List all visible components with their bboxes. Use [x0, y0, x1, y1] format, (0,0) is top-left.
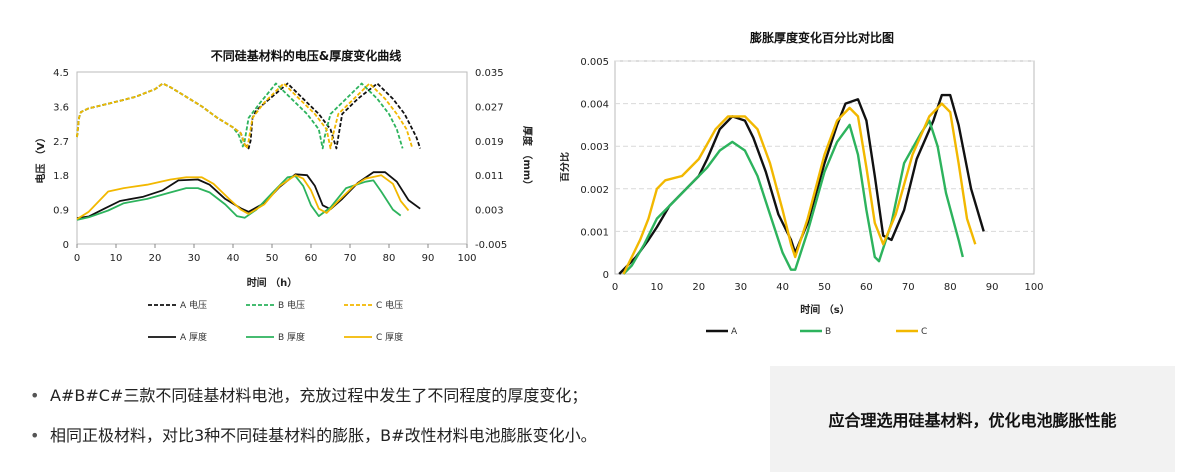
chart1-right-tick-label: -0.005	[475, 240, 507, 251]
chart1-legend-label: B 电压	[278, 299, 305, 311]
chart1-x-tick-label: 50	[266, 253, 279, 264]
chart1-series-line	[76, 82, 404, 150]
chart1-x-tick-label: 70	[344, 253, 357, 264]
voltage-thickness-chart: 不同硅基材料的电压&厚度变化曲线 0 10 20 30 40 50 60 70 80 90 100 …	[34, 48, 534, 343]
chart1-x-tick-label: 100	[457, 253, 476, 264]
chart1-legend-label: C 厚度	[376, 331, 403, 343]
chart1-left-tick-label: 3.6	[53, 102, 69, 113]
chart2-x-tick-label: 40	[776, 282, 789, 293]
chart1-x-tick-label: 40	[227, 253, 240, 264]
chart2-legend-label: A	[731, 327, 738, 337]
chart2-x-tick-label: 10	[651, 282, 664, 293]
chart1-x-tick-label: 20	[149, 253, 162, 264]
chart2-x-tick-label: 80	[944, 282, 957, 293]
chart2-x-tick-label: 90	[986, 282, 999, 293]
chart2-x-tick-label: 50	[818, 282, 831, 293]
chart2-y-tick-label: 0.004	[580, 100, 609, 111]
chart1-left-tick-label: 1.8	[53, 171, 69, 182]
chart1-x-tick-label: 30	[188, 253, 201, 264]
chart2-series-line	[622, 102, 977, 275]
chart1-right-tick-label: 0.003	[475, 206, 504, 217]
chart1-series-line	[76, 82, 414, 150]
chart1-x-axis-label: 时间 （h）	[247, 276, 298, 289]
chart1-x-tick-label: 0	[74, 253, 80, 264]
chart1-left-tick-label: 0.9	[53, 206, 69, 217]
chart1-series-line	[76, 175, 402, 221]
chart1-right-tick-label: 0.019	[475, 137, 504, 148]
chart1-title: 不同硅基材料的电压&厚度变化曲线	[211, 48, 401, 63]
chart2-title: 膨胀厚度变化百分比对比图	[749, 30, 894, 45]
chart2-y-tick-label: 0.002	[580, 185, 609, 196]
chart1-right-axis-label: 厚度 （mm）	[521, 126, 534, 190]
chart1-left-axis-label: 电压 （V）	[34, 132, 47, 183]
chart1-right-tick-label: 0.027	[475, 102, 504, 113]
chart1-series-line	[76, 174, 410, 220]
chart1-right-tick-label: 0.035	[475, 68, 504, 79]
chart2-x-tick-label: 70	[902, 282, 915, 293]
chart2-legend-label: B	[825, 327, 831, 337]
chart1-x-tick-label: 80	[383, 253, 396, 264]
chart2-y-axis-label: 百分比	[560, 152, 571, 182]
finding-item-1: A#B#C#三款不同硅基材料电池，充放过程中发生了不同程度的厚度变化；	[30, 385, 597, 407]
chart2-legend-label: C	[921, 327, 927, 337]
conclusion-text: 应合理选用硅基材料，优化电池膨胀性能	[828, 411, 1117, 430]
chart1-legend-label: A 厚度	[180, 331, 207, 343]
chart1-left-tick-label: 4.5	[53, 68, 69, 79]
chart1-left-tick-label: 0	[63, 240, 69, 251]
chart1-legend-label: C 电压	[376, 299, 403, 311]
chart1-x-tick-label: 10	[110, 253, 123, 264]
chart2-y-tick-label: 0.005	[580, 57, 609, 68]
chart1-right-tick-label: 0.011	[475, 171, 504, 182]
chart1-left-tick-label: 2.7	[53, 137, 69, 148]
chart2-legend: A B C	[706, 327, 927, 337]
chart2-x-tick-label: 30	[734, 282, 747, 293]
chart2-x-tick-label: 100	[1024, 282, 1043, 293]
chart2-y-tick-label: 0.003	[580, 142, 609, 153]
chart2-x-axis-label: 时间 （s）	[800, 303, 849, 316]
finding-item-2: 相同正极材料，对比3种不同硅基材料的膨胀，B#改性材料电池膨胀变化小。	[30, 425, 597, 447]
chart2-y-tick-label: 0.001	[580, 227, 609, 238]
chart1-series-line	[76, 171, 421, 220]
chart2-x-tick-label: 60	[860, 282, 873, 293]
chart2-x-tick-label: 20	[692, 282, 705, 293]
chart1-legend-label: A 电压	[180, 299, 207, 311]
chart1-x-tick-label: 60	[305, 253, 318, 264]
chart1-legend-label: B 厚度	[278, 331, 305, 343]
chart2-x-tick-label: 0	[612, 282, 618, 293]
conclusion-box: 应合理选用硅基材料，优化电池膨胀性能	[770, 366, 1175, 472]
chart1-x-tick-label: 90	[422, 253, 435, 264]
chart2-y-tick-label: 0	[603, 270, 609, 281]
expansion-percentage-chart: 膨胀厚度变化百分比对比图 0 10 20 30 40 50 60 70 80 90 100 0 0.0…	[560, 30, 1044, 337]
findings-list: A#B#C#三款不同硅基材料电池，充放过程中发生了不同程度的厚度变化； 相同正极…	[30, 385, 597, 465]
chart1-legend: A 电压 B 电压 C 电压 A 厚度 B 厚度 C 厚度	[148, 299, 403, 343]
